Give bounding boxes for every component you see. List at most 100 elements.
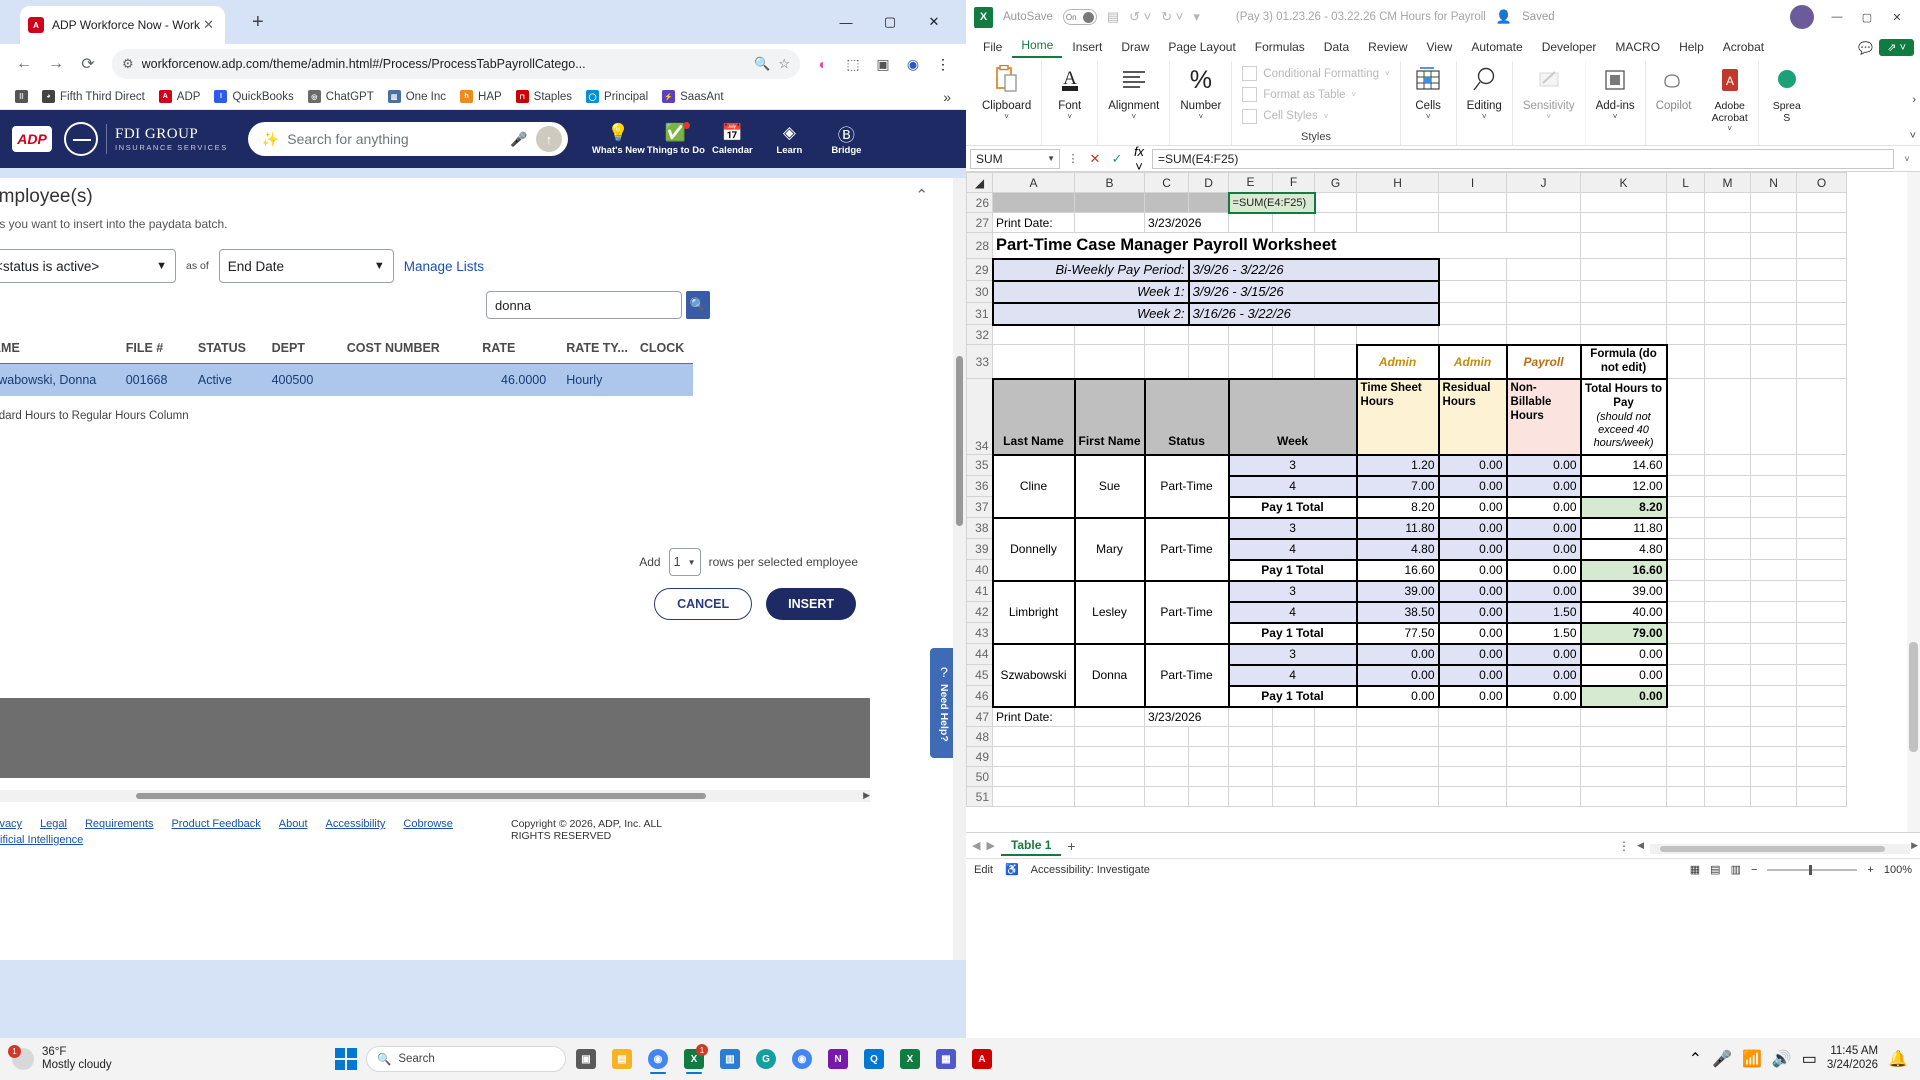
emp-status[interactable]: Part-Time xyxy=(1143,579,1230,645)
emp-timesheet[interactable]: 4.80 xyxy=(1355,537,1440,561)
cell-m39[interactable] xyxy=(1704,538,1752,560)
cell-o40[interactable] xyxy=(1796,559,1848,581)
row-header[interactable]: 29 xyxy=(966,258,993,281)
table-header-timesheet-hours[interactable]: Time Sheet Hours xyxy=(1355,377,1440,456)
insert-function-icon[interactable]: fx ˅ xyxy=(1133,143,1145,174)
cell-a51[interactable] xyxy=(992,786,1075,807)
chrome-menu-icon[interactable]: ⋮ xyxy=(936,55,950,72)
scroll-thumb[interactable] xyxy=(1909,642,1918,752)
table-row[interactable]: zwabowski, Donna 001668 Active 400500 46… xyxy=(0,363,693,396)
nav-item-bridge[interactable]: Ⓑ Bridge xyxy=(818,122,875,157)
cell-n33[interactable] xyxy=(1750,344,1798,379)
row-header[interactable]: 26 xyxy=(966,192,993,213)
emp-total[interactable]: 0.00 xyxy=(1579,642,1668,666)
cell-l34[interactable] xyxy=(1666,378,1706,455)
save-icon[interactable]: ▤ xyxy=(1106,9,1120,24)
cell-j51[interactable] xyxy=(1506,786,1582,807)
cell-n27[interactable] xyxy=(1750,212,1798,233)
cell-n29[interactable] xyxy=(1750,258,1798,281)
nav-item-calendar[interactable]: 📅 Calendar xyxy=(704,122,761,156)
bookmark-item[interactable]: ◎ ChatGPT xyxy=(301,88,381,105)
cell-o31[interactable] xyxy=(1796,302,1848,325)
normal-view-icon[interactable]: ▦ xyxy=(1689,864,1701,876)
emp-week[interactable]: 3 xyxy=(1227,579,1358,603)
cancel-formula-icon[interactable]: ✕ xyxy=(1089,150,1101,166)
table-header-week[interactable]: Week xyxy=(1227,377,1358,456)
emp-first-name[interactable]: Lesley xyxy=(1073,579,1146,645)
cell-m47[interactable] xyxy=(1704,706,1752,727)
cell-i47[interactable] xyxy=(1438,706,1508,727)
cell-a49[interactable] xyxy=(992,746,1075,767)
footer-link-legal[interactable]: Legal xyxy=(40,818,67,830)
cell-o44[interactable] xyxy=(1796,643,1848,665)
cell-e26-active[interactable]: =SUM(E4:F25) xyxy=(1227,191,1316,214)
scroll-thumb[interactable] xyxy=(956,356,963,526)
cell-l41[interactable] xyxy=(1666,580,1706,602)
ribbon-overflow-icon[interactable]: › xyxy=(1912,94,1916,106)
emp-week-total-label[interactable]: Pay 1 Total xyxy=(1227,495,1358,519)
ribbon-group-number[interactable]: % Number ˅ xyxy=(1170,61,1233,145)
row-header[interactable]: 31 xyxy=(966,302,993,325)
zoom-slider-knob[interactable] xyxy=(1809,864,1813,875)
emp-week[interactable]: 4 xyxy=(1227,600,1358,624)
scroll-right-arrow-icon[interactable]: ▶ xyxy=(1911,840,1918,850)
bookmark-item[interactable]: ▥ One Inc xyxy=(381,88,453,105)
row-header[interactable]: 51 xyxy=(966,786,993,807)
column-header-f[interactable]: F xyxy=(1272,172,1316,193)
comments-icon[interactable]: 💬 xyxy=(1858,40,1874,55)
cell-m45[interactable] xyxy=(1704,664,1752,686)
zoom-slider[interactable] xyxy=(1767,864,1858,875)
cell-n48[interactable] xyxy=(1750,726,1798,747)
emp-week[interactable]: 4 xyxy=(1227,474,1358,498)
browser-tab[interactable]: A ADP Workforce Now - Workshe ✕ xyxy=(20,6,225,44)
column-header-b[interactable]: B xyxy=(1073,172,1146,193)
adp-global-search[interactable]: ✨ Search for anything 🎤 ↑ xyxy=(247,122,568,156)
column-header-l[interactable]: L xyxy=(1666,172,1706,193)
cell-l26[interactable] xyxy=(1666,192,1706,213)
cell-o26[interactable] xyxy=(1796,192,1848,213)
bookmark-item[interactable]: ◕ Fifth Third Direct xyxy=(35,88,152,105)
cell-e50[interactable] xyxy=(1228,766,1274,787)
emp-timesheet[interactable]: 0.00 xyxy=(1355,684,1440,708)
column-header-g[interactable]: G xyxy=(1314,172,1358,193)
cell-l29[interactable] xyxy=(1666,258,1706,281)
excel-minimize-button[interactable]: — xyxy=(1831,11,1843,23)
cell-l27[interactable] xyxy=(1666,212,1706,233)
cell-h27[interactable] xyxy=(1356,212,1440,233)
emp-nonbillable[interactable]: 0.00 xyxy=(1505,684,1582,708)
ribbon-group-adobe-acrobat[interactable]: A Adobe Acrobat ˅ xyxy=(1702,61,1759,145)
column-header-h[interactable]: H xyxy=(1356,172,1440,193)
cell-m41[interactable] xyxy=(1704,580,1752,602)
tab-review[interactable]: Review xyxy=(1368,40,1408,54)
cell-n37[interactable] xyxy=(1750,496,1798,518)
column-header-d[interactable]: D xyxy=(1188,172,1230,193)
column-header-k[interactable]: K xyxy=(1580,172,1668,193)
row-header[interactable]: 28 xyxy=(966,232,993,259)
cell-k50[interactable] xyxy=(1580,766,1668,787)
cell-e47[interactable] xyxy=(1228,706,1274,727)
tab-home[interactable]: Home xyxy=(1012,36,1063,58)
emp-total[interactable]: 14.60 xyxy=(1579,453,1668,477)
extension-icon-3[interactable]: ▣ xyxy=(876,55,890,72)
cell-l28[interactable] xyxy=(1666,232,1706,259)
column-header-o[interactable]: O xyxy=(1796,172,1848,193)
cell-n39[interactable] xyxy=(1750,538,1798,560)
accessibility-status[interactable]: Accessibility: Investigate xyxy=(1030,863,1150,876)
emp-status[interactable]: Part-Time xyxy=(1143,642,1230,708)
chevron-down-icon[interactable]: ˅ xyxy=(1612,112,1618,121)
cell-m49[interactable] xyxy=(1704,746,1752,767)
cell-e48[interactable] xyxy=(1228,726,1274,747)
column-header-i[interactable]: I xyxy=(1438,172,1508,193)
emp-last-name[interactable]: Limbright xyxy=(991,579,1076,645)
tab-help[interactable]: Help xyxy=(1679,40,1704,54)
cell-l38[interactable] xyxy=(1666,517,1706,539)
cell-g47[interactable] xyxy=(1314,706,1358,727)
emp-timesheet[interactable]: 1.20 xyxy=(1355,453,1440,477)
emp-total[interactable]: 11.80 xyxy=(1579,516,1668,540)
next-sheet-icon[interactable]: ▶ xyxy=(986,840,995,852)
insert-button[interactable]: INSERT xyxy=(766,588,856,620)
row-header[interactable]: 46 xyxy=(966,685,993,707)
cell-m30[interactable] xyxy=(1704,280,1752,303)
emp-nonbillable[interactable]: 1.50 xyxy=(1505,600,1582,624)
taskbar-app-chrome[interactable]: ◉ xyxy=(642,1043,674,1075)
